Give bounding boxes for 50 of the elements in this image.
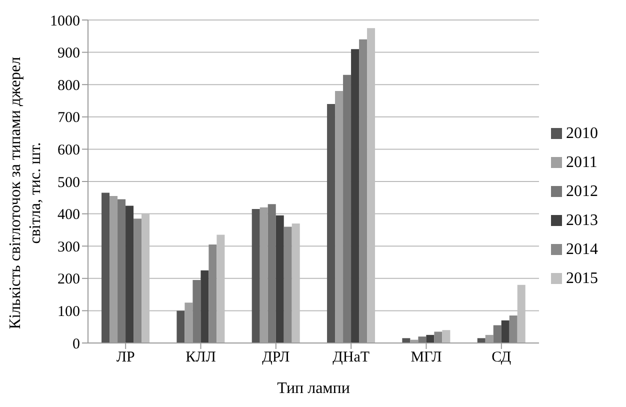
- bar: [208, 244, 217, 343]
- y-tick-label: 900: [58, 46, 80, 62]
- y-tick-label: 600: [58, 142, 80, 159]
- x-tick-label: ДРЛ: [262, 350, 290, 366]
- x-tick-label: СД: [492, 350, 512, 366]
- y-tick-label: 100: [58, 304, 80, 320]
- x-tick-label: МГЛ: [410, 350, 442, 366]
- bar: [493, 325, 502, 343]
- legend-label: 2013: [566, 212, 598, 228]
- bar: [126, 206, 134, 343]
- x-axis-title: Тип лампи: [277, 380, 350, 397]
- bar: [501, 320, 510, 343]
- y-tick-label: 0: [72, 336, 80, 352]
- bar: [134, 218, 142, 343]
- bar: [200, 270, 209, 343]
- y-tick-label: 200: [58, 272, 80, 288]
- legend-label: 2010: [566, 124, 598, 142]
- bar: [402, 338, 410, 343]
- bar: [176, 310, 185, 343]
- y-axis-title: Кількість світлоточок за типами джерел світла, тис. шт.: [7, 56, 44, 330]
- bar: [434, 332, 442, 343]
- bar: [102, 192, 110, 343]
- bar: [509, 316, 518, 343]
- x-tick-label: ДНаТ: [332, 350, 370, 366]
- legend-label: 2015: [566, 270, 598, 286]
- legend-label: 2011: [566, 154, 598, 170]
- y-tick-label: 700: [58, 110, 80, 126]
- y-tick-label: 500: [58, 174, 80, 191]
- bar: [284, 226, 292, 343]
- bar: [252, 208, 260, 343]
- bar: [426, 334, 434, 343]
- x-tick-label: ЛР: [116, 350, 135, 366]
- bar: [351, 49, 360, 343]
- x-tick-label: КЛЛ: [186, 350, 216, 366]
- bar: [118, 199, 126, 343]
- bar: [442, 330, 450, 343]
- y-tick-label: 300: [58, 239, 80, 256]
- bar: [418, 336, 426, 343]
- legend-label: 2012: [566, 182, 598, 200]
- bar: [477, 338, 486, 343]
- bar: [268, 204, 276, 343]
- y-tick-label: 1000: [50, 13, 80, 30]
- bar: [343, 74, 352, 343]
- legend-label: 2014: [566, 240, 598, 258]
- bar: [359, 39, 368, 343]
- bar: [327, 104, 336, 343]
- y-tick-label: 400: [58, 207, 80, 224]
- bar: [276, 215, 284, 343]
- bar: [192, 280, 201, 343]
- y-tick-label: 800: [58, 78, 80, 94]
